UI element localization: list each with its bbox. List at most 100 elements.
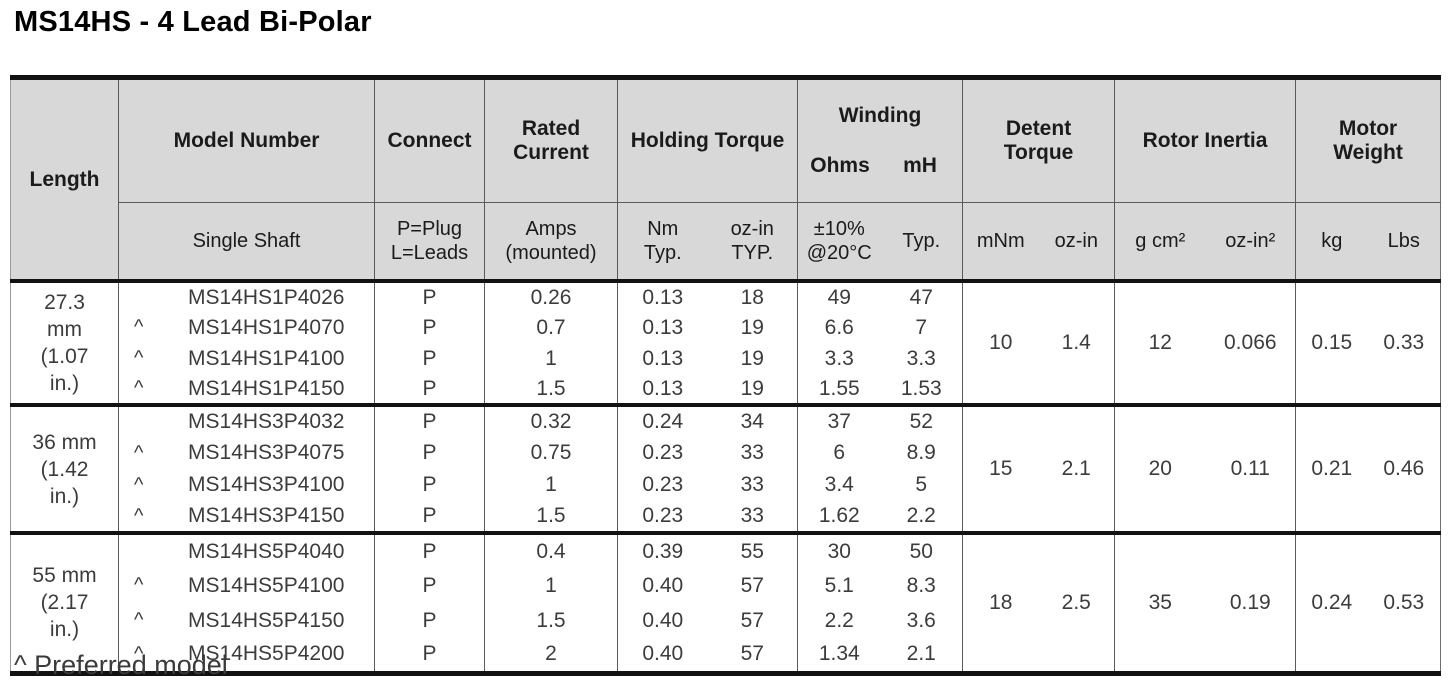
- page-title: MS14HS - 4 Lead Bi-Polar: [14, 6, 372, 38]
- connect-cell: P: [374, 374, 485, 405]
- subheader-kg: kg: [1295, 202, 1368, 281]
- col-header-motor-weight: Motor Weight: [1295, 77, 1441, 203]
- connect-cell: P: [374, 501, 485, 533]
- table-row: ^ MS14HS1P4100 P 1 0.13 19 3.3 3.3: [11, 343, 1441, 374]
- winding-mh-cell: 50: [880, 533, 964, 568]
- rotor-ozin2-cell: 0.066: [1205, 281, 1297, 405]
- holding-nm-cell: 0.24: [642, 410, 684, 433]
- winding-ohms-cell: 30: [827, 539, 851, 563]
- holding-nm-cell: 0.40: [642, 573, 684, 597]
- col-header-model-number: Model Number: [118, 77, 375, 203]
- holding-nm-cell: 0.23: [642, 441, 684, 464]
- weight-lbs-cell: 0.53: [1383, 590, 1425, 614]
- model-number-cell: MS14HS5P4150: [158, 603, 375, 638]
- holding-ozin-cell: 57: [707, 638, 798, 673]
- winding-mh-cell: 2.2: [880, 501, 964, 533]
- rated-current-cell: 0.32: [484, 405, 618, 437]
- holding-ozin-cell: 57: [707, 603, 798, 638]
- weight-kg-cell: 0.21: [1311, 457, 1353, 480]
- col-header-connect: Connect: [374, 77, 485, 203]
- rotor-ozin2-cell: 0.19: [1205, 533, 1297, 673]
- length-group-55mm: 55 mm (2.17 in.) MS14HS5P4040 P 0.4 0.39…: [10, 533, 1441, 673]
- winding-mh-cell: 5: [880, 469, 964, 501]
- winding-mh-cell: 3.6: [880, 603, 964, 638]
- model-number-cell: MS14HS3P4100: [158, 469, 375, 501]
- winding-ohms-cell: 1.62: [818, 504, 860, 527]
- winding-mh-cell: 7: [880, 312, 964, 343]
- col-header-detent-torque: Detent Torque: [962, 77, 1116, 203]
- col-header-rated-current: Rated Current: [484, 77, 618, 203]
- detent-mnm-cell: 18: [989, 590, 1013, 614]
- rotor-gcm2-cell: 20: [1148, 457, 1172, 480]
- length-cell: 27.3 mm (1.07 in.): [10, 281, 119, 405]
- table-row: ^ MS14HS1P4070 P 0.7 0.13 19 6.6 7: [11, 312, 1441, 343]
- winding-ohms-cell: 49: [827, 285, 851, 309]
- rotor-gcm2-cell: 12: [1148, 331, 1172, 354]
- winding-ohms-cell: 1.55: [818, 376, 860, 400]
- preferred-mark: [119, 533, 159, 568]
- detent-mnm-cell: 15: [989, 457, 1013, 480]
- detent-ozin-cell: 2.1: [1038, 405, 1116, 533]
- subheader-ozin: oz-in TYP.: [707, 202, 798, 281]
- table-row: ^ MS14HS5P4150 P 1.5 0.40 57 2.2 3.6: [11, 603, 1441, 638]
- holding-ozin-cell: 57: [707, 568, 798, 603]
- connect-cell: P: [374, 568, 485, 603]
- detent-mnm-cell: 10: [989, 331, 1013, 354]
- table-row: ^ MS14HS1P4150 P 1.5 0.13 19 1.55 1.53: [11, 374, 1441, 405]
- winding-ohms-cell: 1.34: [818, 642, 860, 666]
- weight-lbs-cell: 0.46: [1383, 457, 1425, 480]
- holding-nm-cell: 0.40: [642, 642, 684, 666]
- rated-current-cell: 1: [484, 568, 618, 603]
- weight-kg-cell: 0.24: [1311, 590, 1353, 614]
- length-group-27mm: 27.3 mm (1.07 in.) MS14HS1P4026 P 0.26 0…: [10, 281, 1441, 405]
- preferred-mark: ^: [134, 642, 144, 665]
- rated-current-cell: 1.5: [484, 501, 618, 533]
- winding-ohms-cell: 37: [827, 410, 851, 433]
- connect-cell: P: [374, 343, 485, 374]
- rotor-gcm2-cell: 35: [1148, 590, 1172, 614]
- model-number-cell: MS14HS1P4070: [158, 312, 375, 343]
- holding-ozin-cell: 34: [707, 405, 798, 437]
- weight-kg-cell: 0.15: [1311, 331, 1353, 354]
- connect-cell: P: [374, 638, 485, 673]
- winding-mh-label: mH: [903, 154, 937, 177]
- spec-table: Length Model Number Connect Rated Curren…: [10, 75, 1442, 676]
- connect-cell: P: [374, 603, 485, 638]
- table-row: ^ MS14HS3P4100 P 1 0.23 33 3.4 5: [11, 469, 1441, 501]
- holding-nm-cell: 0.23: [642, 473, 684, 496]
- winding-ohms-cell: 5.1: [824, 573, 854, 597]
- winding-mh-cell: 8.9: [880, 437, 964, 469]
- preferred-mark: ^: [134, 574, 144, 596]
- detent-ozin-cell: 1.4: [1038, 281, 1116, 405]
- holding-ozin-cell: 33: [707, 501, 798, 533]
- preferred-mark: ^: [134, 316, 144, 338]
- holding-ozin-cell: 55: [707, 533, 798, 568]
- length-group-36mm: 36 mm (1.42 in.) MS14HS3P4032 P 0.32 0.2…: [10, 405, 1441, 533]
- subheader-ozin2: oz-in²: [1205, 202, 1297, 281]
- connect-cell: P: [374, 405, 485, 437]
- subheader-nm: Nm Typ.: [617, 202, 708, 281]
- holding-nm-cell: 0.13: [642, 315, 684, 339]
- winding-label: Winding: [838, 104, 922, 127]
- subheader-ohms-tolerance: ±10% @20°C: [797, 202, 881, 281]
- winding-ohms-cell: 3.3: [824, 346, 854, 370]
- weight-lbs-cell: 0.33: [1383, 331, 1425, 354]
- holding-ozin-cell: 19: [707, 312, 798, 343]
- subheader-detent-ozin: oz-in: [1038, 202, 1116, 281]
- winding-mh-cell: 3.3: [880, 343, 964, 374]
- col-header-winding: Winding Ohms mH: [797, 77, 964, 203]
- rated-current-cell: 0.75: [484, 437, 618, 469]
- preferred-mark: ^: [134, 347, 144, 369]
- connect-cell: P: [374, 281, 485, 312]
- model-number-cell: MS14HS5P4040: [158, 533, 375, 568]
- length-cell: 55 mm (2.17 in.): [10, 533, 119, 673]
- winding-mh-cell: 52: [880, 405, 964, 437]
- table-row: ^ MS14HS5P4200 P 2 0.40 57 1.34 2.1: [11, 638, 1441, 673]
- rated-current-cell: 2: [484, 638, 618, 673]
- connect-cell: P: [374, 312, 485, 343]
- table-row: ^ MS14HS5P4100 P 1 0.40 57 5.1 8.3: [11, 568, 1441, 603]
- holding-ozin-cell: 18: [707, 281, 798, 312]
- table-header: Length Model Number Connect Rated Curren…: [10, 77, 1441, 281]
- length-cell: 36 mm (1.42 in.): [10, 405, 119, 533]
- winding-mh-cell: 8.3: [880, 568, 964, 603]
